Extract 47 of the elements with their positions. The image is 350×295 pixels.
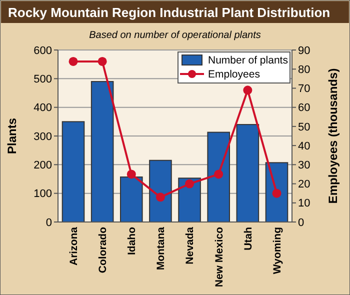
bar: [120, 176, 143, 222]
bar: [149, 160, 172, 222]
bar: [178, 178, 201, 222]
y2-tick-label: 10: [298, 198, 310, 210]
y2-tick-label: 70: [298, 83, 310, 96]
y2-tick-label: 20: [298, 178, 310, 191]
y-tick-label: 500: [34, 74, 52, 86]
y2-axis-title: Employees (thousands): [326, 68, 340, 204]
bar: [207, 132, 230, 222]
point: [243, 86, 252, 95]
bar: [90, 81, 114, 222]
x-tick-label: Idaho: [126, 227, 138, 255]
chart-title: Rocky Mountain Region Industrial Plant Distribution: [8, 5, 330, 20]
chart-subtitle: Based on number of operational plants: [89, 30, 261, 41]
y2-tick-label: 50: [298, 121, 310, 134]
x-tick-label: Montana: [155, 226, 168, 270]
y2-tick-label: 90: [298, 44, 310, 57]
point: [214, 170, 224, 179]
y2-tick-label: 80: [298, 64, 310, 76]
y-tick-label: 600: [34, 44, 52, 57]
bar: [236, 124, 260, 222]
x-tick-label: Arizona: [68, 226, 80, 266]
x-tick-label: New Mexico: [213, 227, 226, 288]
x-tick-label: Utah: [242, 227, 254, 250]
bar: [62, 121, 85, 222]
y-tick-label: 200: [34, 160, 52, 172]
point: [98, 56, 107, 66]
point: [185, 179, 194, 188]
y-tick-label: 0: [46, 216, 52, 229]
y-tick-label: 100: [34, 188, 52, 200]
y2-tick-label: 40: [298, 140, 310, 152]
x-tick-label: Wyoming: [271, 227, 284, 274]
x-tick-label: Colorado: [97, 227, 110, 274]
y-tick-label: 400: [34, 102, 52, 114]
point: [126, 170, 136, 179]
y2-tick-label: 0: [298, 216, 304, 229]
point: [68, 56, 78, 66]
point: [272, 188, 282, 198]
y2-tick-label: 30: [298, 160, 310, 172]
legend-label: Number of plants: [208, 54, 288, 67]
y2-tick-label: 60: [298, 102, 310, 114]
y-tick-label: 300: [34, 130, 52, 143]
legend-label: Employees: [208, 68, 260, 81]
y-axis-title: Plants: [5, 118, 19, 154]
bar: [265, 162, 288, 222]
point: [156, 192, 165, 202]
x-tick-label: Nevada: [184, 226, 196, 264]
